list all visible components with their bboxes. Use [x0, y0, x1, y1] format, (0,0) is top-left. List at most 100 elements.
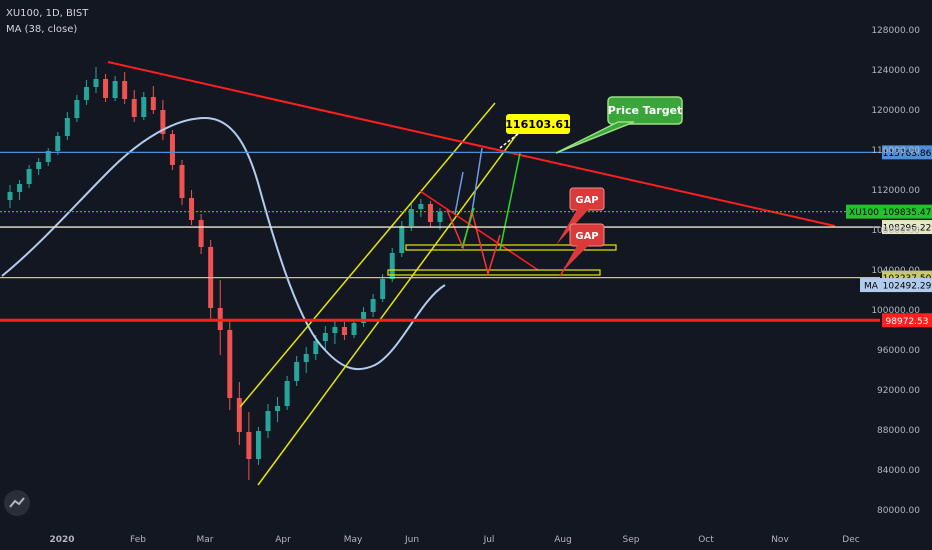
- x-tick-label: Aug: [554, 535, 572, 545]
- x-tick-label: Apr: [275, 535, 291, 545]
- candle-body: [427, 204, 433, 222]
- gap-box-upper: [405, 244, 617, 251]
- candle-body: [351, 323, 357, 335]
- candle-body: [83, 87, 89, 100]
- projection-blue-2: [471, 147, 483, 213]
- y-tick-label: 92000.00: [877, 386, 920, 396]
- candle-body: [303, 354, 309, 362]
- price-level-tag-text: 115763.86: [883, 149, 932, 159]
- candle-body: [150, 97, 156, 110]
- x-tick-label: Dec: [842, 535, 859, 545]
- y-tick-label: 116000.00: [871, 146, 920, 156]
- y-tick-label: 120000.00: [871, 106, 920, 116]
- x-tick-label: Oct: [698, 535, 714, 545]
- gap-label-lower-pointer: [562, 244, 590, 272]
- price-level-tag-text: 109835.47: [883, 208, 932, 218]
- y-tick-label: 108000.00: [871, 226, 920, 236]
- ma-layer: [1, 116, 446, 371]
- price-level-tag-text: 98972.53: [886, 317, 929, 327]
- y-tick-label: 112000.00: [871, 186, 920, 196]
- candle-body: [112, 81, 118, 98]
- moving-average-line: [1, 116, 446, 371]
- y-tick-label: 80000.00: [877, 506, 920, 516]
- candle-body: [255, 431, 261, 459]
- symbol-title: XU100, 1D, BIST: [6, 8, 89, 19]
- x-tick-label: Feb: [130, 535, 146, 545]
- candle-body: [265, 411, 271, 431]
- y-tick-label: 96000.00: [877, 346, 920, 356]
- candle-body: [246, 432, 252, 459]
- candle-body: [17, 184, 23, 192]
- candle-body: [103, 79, 109, 98]
- candle-body: [64, 118, 70, 136]
- candle-body: [236, 398, 242, 432]
- candle-body: [7, 192, 13, 200]
- y-tick-label: 100000.00: [871, 306, 920, 316]
- y-tick-label: 88000.00: [877, 426, 920, 436]
- candle-body: [55, 136, 61, 151]
- candle-body: [418, 204, 424, 209]
- indicator-title: MA (38, close): [6, 24, 78, 35]
- target-callout-text: 116103.61: [505, 118, 570, 131]
- candle-body: [370, 299, 376, 312]
- candle-body: [74, 100, 80, 118]
- price-level-tag: [882, 145, 932, 160]
- candle-body: [294, 362, 300, 381]
- price-target-text: Price Target: [608, 104, 683, 117]
- candle-body: [26, 169, 32, 184]
- series-tag: [860, 278, 882, 293]
- candle-body: [361, 312, 367, 323]
- y-tick-label: 104000.00: [871, 266, 920, 276]
- y-tick-label: 128000.00: [871, 26, 920, 36]
- series-tag-text: XU100: [849, 208, 879, 218]
- price-level-tag: [882, 313, 932, 328]
- series-tag: [846, 204, 882, 219]
- candle-body: [189, 198, 195, 220]
- candle-body: [437, 211, 443, 222]
- drawings-layer: [107, 61, 836, 486]
- candle-body: [45, 151, 51, 162]
- candle-body: [141, 97, 147, 117]
- x-tick-label: May: [344, 535, 363, 545]
- candle-body: [399, 226, 405, 253]
- x-tick-label: Mar: [197, 535, 214, 545]
- candle-body: [380, 279, 386, 299]
- price-target-box[interactable]: [607, 96, 683, 125]
- x-tick-label: 2020: [49, 535, 74, 545]
- projection-blue-1: [454, 171, 464, 215]
- y-tick-label: 124000.00: [871, 66, 920, 76]
- gap-label-lower-text: GAP: [575, 231, 598, 242]
- candle-body: [275, 406, 281, 411]
- candle-body: [341, 327, 347, 335]
- gap-box-lower: [387, 269, 601, 276]
- callouts-layer: 116103.61 Price Target GAP GAP: [499, 96, 683, 272]
- candle-body: [313, 341, 319, 354]
- x-tick-label: Jun: [404, 535, 419, 545]
- x-axis[interactable]: 2020 Feb Mar Apr May Jun Jul Aug Sep Oct Nov Dec: [49, 535, 859, 545]
- price-level-tag-text: 102492.29: [883, 282, 932, 292]
- price-target-pointer: [555, 121, 635, 154]
- candle-body: [198, 220, 204, 247]
- candle-body: [169, 134, 175, 165]
- candle-body: [122, 81, 128, 99]
- y-tick-label: 84000.00: [877, 466, 920, 476]
- candle-body: [227, 330, 233, 398]
- price-level-tag-text: 108296.22: [883, 224, 932, 234]
- price-level-tag: [882, 220, 932, 235]
- channel-upper-line: [239, 102, 496, 408]
- resistance-trendline: [107, 61, 836, 227]
- candle-body: [179, 165, 185, 198]
- candle-body: [332, 327, 338, 333]
- target-callout-box[interactable]: [506, 114, 570, 134]
- y-axis[interactable]: 128000.00 124000.00 120000.00 116000.00 1120…: [871, 26, 920, 516]
- projection-green-1: [461, 207, 475, 249]
- candle-body: [131, 99, 137, 117]
- tradingview-logo-icon[interactable]: [4, 490, 30, 516]
- price-level-tag: [882, 204, 932, 219]
- price-lines-layer: 115763.86109835.47XU100108296.22103237.5…: [0, 145, 932, 328]
- channel-lower-line: [257, 129, 521, 486]
- x-tick-label: Jul: [483, 535, 495, 545]
- candle-body: [284, 381, 290, 406]
- gap-line-upper: [419, 190, 539, 271]
